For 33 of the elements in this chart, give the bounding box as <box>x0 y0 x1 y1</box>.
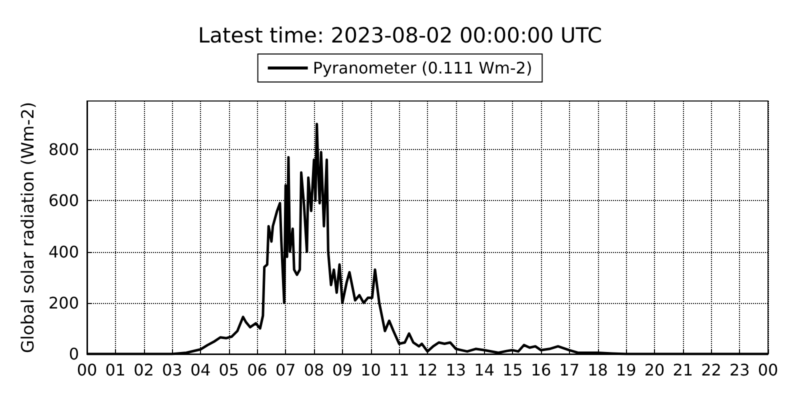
x-tick-label: 13 <box>446 360 466 380</box>
x-tick-label: 21 <box>672 360 694 380</box>
chart-title: Latest time: 2023-08-02 00:00:00 UTC <box>198 24 602 48</box>
y-tick-label: 200 <box>48 293 79 312</box>
x-tick-label: 20 <box>644 360 665 380</box>
x-tick-label: 09 <box>332 360 353 380</box>
x-tick-label: 01 <box>105 360 126 380</box>
x-tick-label: 23 <box>729 360 750 380</box>
x-tick-label: 11 <box>388 360 410 380</box>
x-tick-label: 00 <box>76 360 98 380</box>
x-tick-label: 19 <box>616 360 636 380</box>
y-tick-label: 400 <box>48 242 79 262</box>
y-axis-title: Global solar radiation (Wm-2) <box>18 102 38 354</box>
legend-label: Pyranometer (0.111 Wm-2) <box>312 58 532 78</box>
x-tick-label: 15 <box>502 360 523 380</box>
x-tick-label: 07 <box>275 360 296 380</box>
x-tick-label: 14 <box>474 360 494 380</box>
x-tick-label: 10 <box>360 360 381 380</box>
y-tick-label: 0 <box>68 344 79 364</box>
x-tick-label: 02 <box>134 360 154 380</box>
x-tick-label: 18 <box>588 360 608 380</box>
x-tick-label: 05 <box>218 360 240 380</box>
x-tick-label: 12 <box>417 360 438 380</box>
x-tick-label: 00 <box>758 360 778 380</box>
x-tick-label: 03 <box>162 360 182 380</box>
x-tick-label: 17 <box>559 360 580 380</box>
x-tick-label: 16 <box>530 360 552 380</box>
x-tick-label: 08 <box>304 360 324 380</box>
x-tick-label: 04 <box>190 360 211 380</box>
y-tick-label: 600 <box>48 191 79 210</box>
y-tick-label: 800 <box>48 140 79 160</box>
x-tick-label: 06 <box>247 360 268 380</box>
x-tick-label: 22 <box>701 360 722 380</box>
